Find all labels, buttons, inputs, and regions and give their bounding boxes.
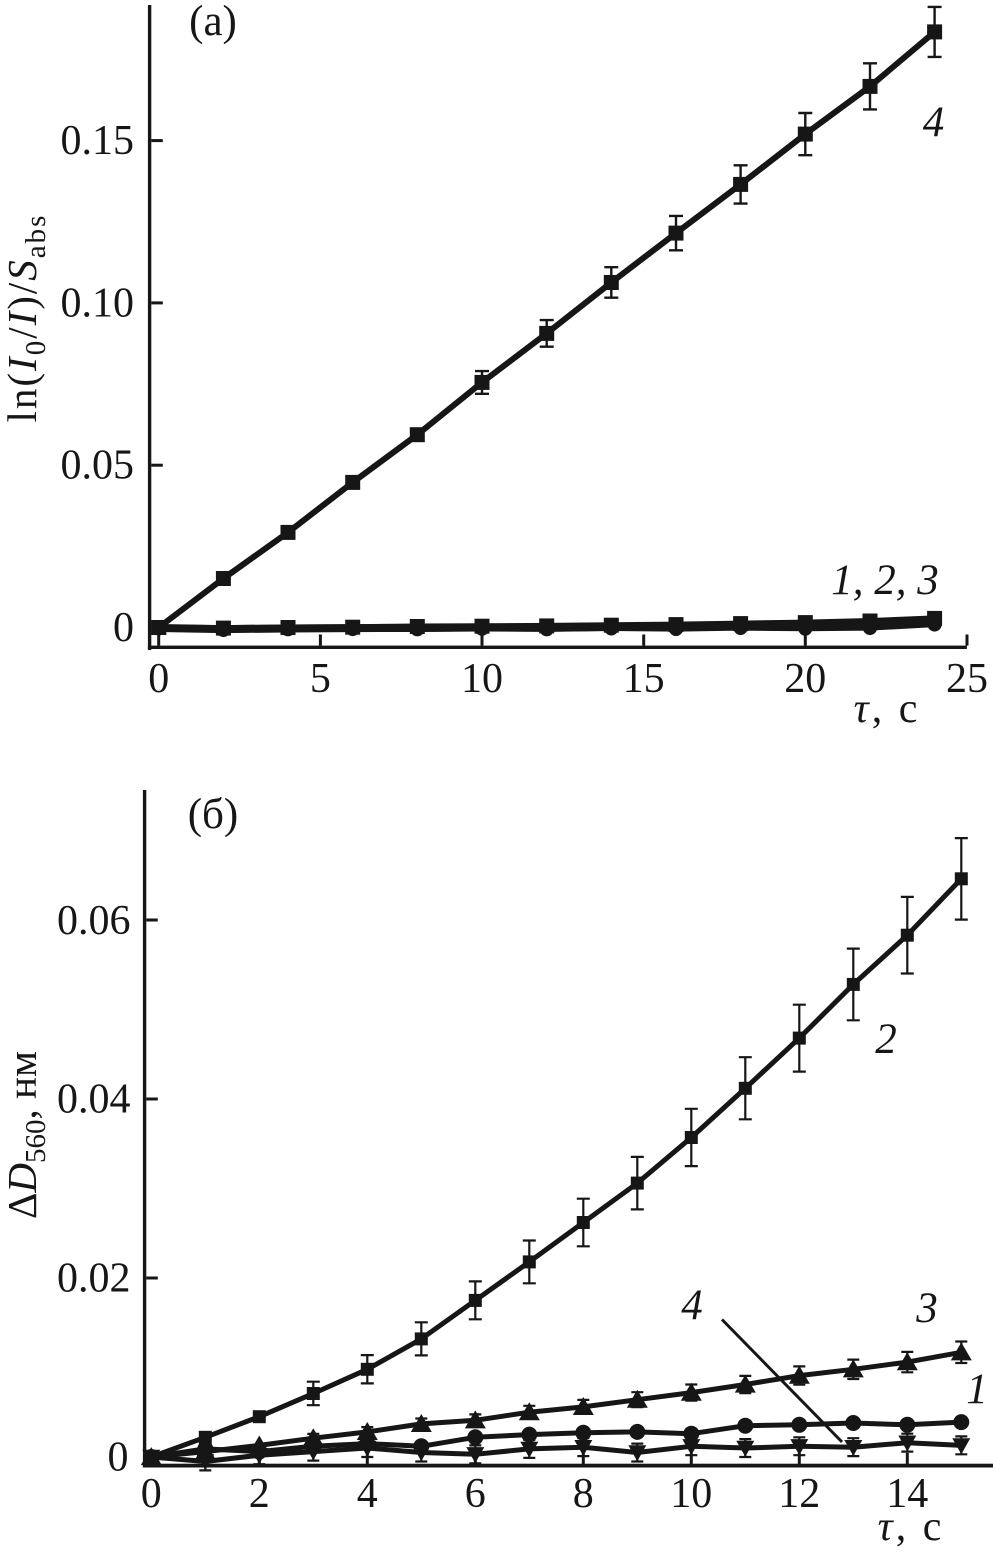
svg-text:0.02: 0.02: [57, 1255, 131, 1301]
svg-text:0: 0: [141, 1471, 162, 1517]
svg-text:14: 14: [886, 1471, 928, 1517]
svg-text:1: 1: [966, 1366, 988, 1413]
svg-text:0: 0: [113, 605, 134, 651]
svg-text:τ, с: τ, с: [878, 1504, 945, 1550]
svg-text:(a): (a): [189, 0, 237, 45]
svg-text:0: 0: [108, 1434, 129, 1480]
svg-text:1, 2, 3: 1, 2, 3: [831, 557, 939, 604]
svg-text:(б): (б): [188, 791, 239, 838]
svg-text:τ, с: τ, с: [854, 686, 921, 732]
svg-text:4: 4: [923, 99, 945, 146]
svg-text:12: 12: [778, 1471, 820, 1517]
svg-text:0.05: 0.05: [61, 443, 135, 489]
svg-text:20: 20: [784, 656, 826, 702]
svg-text:10: 10: [461, 656, 503, 702]
svg-text:0: 0: [148, 656, 169, 702]
svg-text:4: 4: [357, 1471, 378, 1517]
svg-text:25: 25: [946, 656, 988, 702]
svg-text:6: 6: [465, 1471, 486, 1517]
svg-text:0.10: 0.10: [61, 280, 135, 326]
svg-text:4: 4: [681, 1282, 703, 1329]
svg-text:15: 15: [623, 656, 665, 702]
svg-text:0.06: 0.06: [57, 898, 131, 944]
svg-text:2: 2: [875, 1016, 897, 1063]
svg-text:8: 8: [573, 1471, 594, 1517]
svg-text:3: 3: [915, 1285, 938, 1332]
svg-text:0.04: 0.04: [57, 1076, 131, 1122]
svg-text:0.15: 0.15: [61, 118, 135, 164]
svg-text:10: 10: [670, 1471, 712, 1517]
svg-text:2: 2: [249, 1471, 270, 1517]
svg-text:5: 5: [310, 656, 331, 702]
